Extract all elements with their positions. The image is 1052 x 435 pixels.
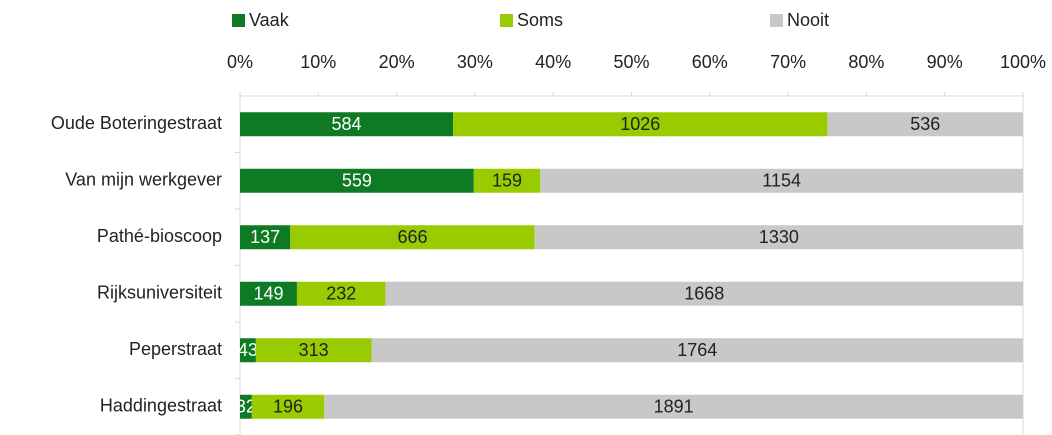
data-label: 1026 — [620, 114, 660, 134]
bar-segment — [296, 281, 386, 306]
data-label: 137 — [250, 227, 280, 247]
bar-segment — [827, 112, 1023, 137]
bar-segment — [324, 394, 1024, 419]
bar-segment — [290, 225, 535, 250]
x-tick-label: 90% — [927, 52, 963, 72]
bar-segment — [240, 112, 454, 137]
bar-segment — [240, 394, 252, 419]
data-label: 559 — [342, 171, 372, 191]
x-tick-label: 80% — [848, 52, 884, 72]
legend-label: Vaak — [249, 10, 290, 30]
data-label: 584 — [332, 114, 362, 134]
y-tick-label: Peperstraat — [129, 339, 222, 359]
bar-segment — [385, 281, 1023, 306]
bar-segment — [540, 168, 1023, 193]
y-tick-label: Pathé-bioscoop — [97, 226, 222, 246]
x-tick-label: 40% — [535, 52, 571, 72]
bar-segment — [473, 168, 541, 193]
bar-segment — [240, 338, 256, 363]
x-tick-label: 70% — [770, 52, 806, 72]
data-label: 1330 — [759, 227, 799, 247]
bar-segment — [251, 394, 325, 419]
data-label: 1154 — [762, 171, 801, 191]
data-label: 666 — [398, 227, 428, 247]
data-label: 32 — [236, 397, 256, 417]
legend-label: Nooit — [787, 10, 829, 30]
data-label: 1668 — [684, 284, 724, 304]
data-label: 313 — [299, 340, 329, 360]
data-label: 196 — [273, 397, 303, 417]
data-label: 43 — [238, 340, 258, 360]
bar-segment — [240, 225, 291, 250]
x-tick-label: 30% — [457, 52, 493, 72]
y-tick-label: Rijksuniversiteit — [97, 283, 222, 303]
legend-swatch — [770, 14, 783, 27]
bar-segment — [453, 112, 828, 137]
y-tick-label: Oude Boteringestraat — [51, 113, 222, 133]
bar-segment — [255, 338, 372, 363]
y-tick-label: Haddingestraat — [100, 396, 222, 416]
legend-swatch — [232, 14, 245, 27]
bar-segment — [371, 338, 1024, 363]
data-label: 159 — [492, 171, 522, 191]
x-tick-label: 20% — [379, 52, 415, 72]
data-label: 232 — [326, 284, 356, 304]
x-tick-label: 60% — [692, 52, 728, 72]
x-tick-label: 100% — [1000, 52, 1046, 72]
legend-swatch — [500, 14, 513, 27]
x-tick-label: 10% — [300, 52, 336, 72]
bar-segment — [534, 225, 1023, 250]
x-tick-label: 50% — [613, 52, 649, 72]
x-tick-label: 0% — [227, 52, 253, 72]
data-label: 536 — [910, 114, 940, 134]
legend-label: Soms — [517, 10, 563, 30]
data-label: 1891 — [654, 397, 694, 417]
data-label: 149 — [253, 284, 283, 304]
data-label: 1764 — [677, 340, 717, 360]
bar-segment — [240, 168, 474, 193]
bar-segment — [240, 281, 297, 306]
y-tick-label: Van mijn werkgever — [65, 170, 222, 190]
